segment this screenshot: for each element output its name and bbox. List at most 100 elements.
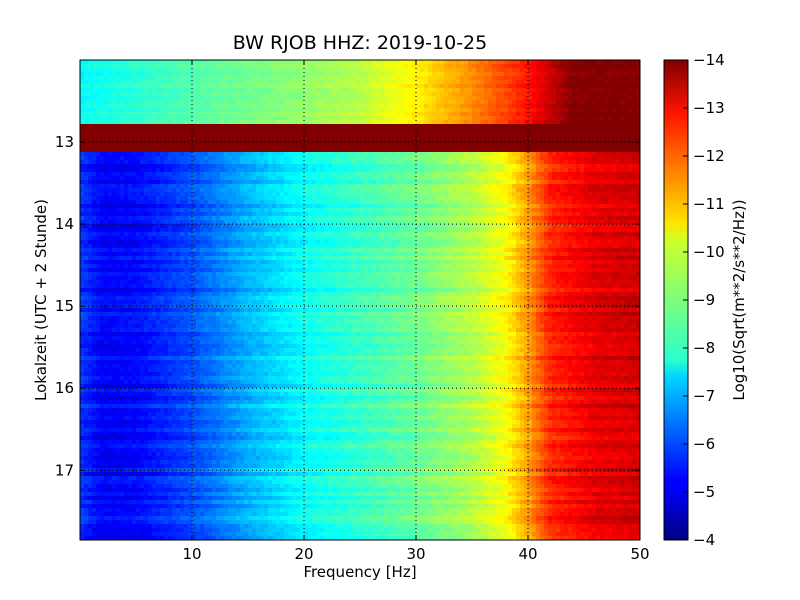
heatmap-cell bbox=[580, 132, 585, 137]
heatmap-cell bbox=[364, 192, 369, 197]
heatmap-cell bbox=[392, 80, 397, 85]
heatmap-cell bbox=[584, 88, 589, 93]
heatmap-cell bbox=[216, 76, 221, 81]
heatmap-cell bbox=[488, 188, 493, 193]
heatmap-cell bbox=[204, 64, 209, 69]
heatmap-cell bbox=[420, 168, 425, 173]
heatmap-cell bbox=[512, 140, 517, 145]
heatmap-cell bbox=[236, 148, 241, 153]
heatmap-cell bbox=[456, 116, 461, 121]
heatmap-cell bbox=[632, 124, 637, 129]
heatmap-cell bbox=[124, 80, 129, 85]
heatmap-cell bbox=[596, 140, 601, 145]
heatmap-cell bbox=[92, 144, 97, 149]
heatmap-cell bbox=[332, 144, 337, 149]
heatmap-cell bbox=[504, 172, 509, 177]
heatmap-cell bbox=[520, 152, 525, 157]
heatmap-cell bbox=[528, 128, 533, 133]
heatmap-cell bbox=[592, 76, 597, 81]
heatmap-cell bbox=[296, 172, 301, 177]
heatmap-cell bbox=[296, 180, 301, 185]
heatmap-cell bbox=[460, 88, 465, 93]
heatmap-cell bbox=[368, 160, 373, 165]
heatmap-cell bbox=[196, 108, 201, 113]
heatmap-cell bbox=[448, 192, 453, 197]
heatmap-cell bbox=[304, 68, 309, 73]
heatmap-cell bbox=[364, 80, 369, 85]
heatmap-cell bbox=[372, 60, 377, 65]
heatmap-cell bbox=[280, 168, 285, 173]
heatmap-cell bbox=[232, 192, 237, 197]
heatmap-cell bbox=[84, 68, 89, 73]
heatmap-cell bbox=[96, 188, 101, 193]
heatmap-cell bbox=[176, 80, 181, 85]
heatmap-cell bbox=[256, 100, 261, 105]
heatmap-cell bbox=[188, 132, 193, 137]
heatmap-cell bbox=[80, 172, 85, 177]
heatmap-cell bbox=[612, 180, 617, 185]
heatmap-cell bbox=[116, 64, 121, 69]
heatmap-cell bbox=[412, 136, 417, 141]
heatmap-cell bbox=[312, 88, 317, 93]
heatmap-cell bbox=[612, 152, 617, 157]
heatmap-cell bbox=[368, 120, 373, 125]
heatmap-cell bbox=[380, 76, 385, 81]
heatmap-cell bbox=[416, 112, 421, 117]
heatmap-cell bbox=[568, 84, 573, 89]
heatmap-cell bbox=[524, 108, 529, 113]
heatmap-cell bbox=[436, 148, 441, 153]
heatmap-cell bbox=[252, 112, 257, 117]
heatmap-cell bbox=[308, 92, 313, 97]
heatmap-cell bbox=[532, 152, 537, 157]
heatmap-cell bbox=[100, 72, 105, 77]
heatmap-cell bbox=[104, 92, 109, 97]
heatmap-cell bbox=[456, 188, 461, 193]
heatmap-cell bbox=[600, 160, 605, 165]
heatmap-cell bbox=[448, 152, 453, 157]
heatmap-cell bbox=[384, 104, 389, 109]
heatmap-cell bbox=[456, 148, 461, 153]
heatmap-cell bbox=[248, 140, 253, 145]
heatmap-cell bbox=[272, 180, 277, 185]
heatmap-cell bbox=[376, 180, 381, 185]
heatmap-cell bbox=[320, 72, 325, 77]
heatmap-cell bbox=[192, 80, 197, 85]
heatmap-cell bbox=[536, 144, 541, 149]
heatmap-cell bbox=[592, 196, 597, 201]
heatmap-cell bbox=[360, 148, 365, 153]
heatmap-cell bbox=[108, 84, 113, 89]
heatmap-cell bbox=[512, 176, 517, 181]
heatmap-cell bbox=[532, 60, 537, 65]
heatmap-cell bbox=[396, 120, 401, 125]
heatmap-cell bbox=[240, 108, 245, 113]
heatmap-cell bbox=[336, 168, 341, 173]
heatmap-cell bbox=[108, 108, 113, 113]
heatmap-cell bbox=[176, 96, 181, 101]
heatmap-cell bbox=[428, 68, 433, 73]
heatmap-cell bbox=[100, 196, 105, 201]
heatmap-cell bbox=[620, 132, 625, 137]
heatmap-cell bbox=[248, 68, 253, 73]
heatmap-cell bbox=[384, 72, 389, 77]
heatmap-cell bbox=[380, 156, 385, 161]
heatmap-cell bbox=[348, 120, 353, 125]
heatmap-cell bbox=[496, 152, 501, 157]
heatmap-cell bbox=[520, 140, 525, 145]
heatmap-cell bbox=[556, 60, 561, 65]
heatmap-cell bbox=[504, 168, 509, 173]
heatmap-cell bbox=[300, 112, 305, 117]
heatmap-cell bbox=[124, 152, 129, 157]
heatmap-cell bbox=[512, 72, 517, 77]
heatmap-cell bbox=[212, 200, 217, 205]
heatmap-cell bbox=[460, 140, 465, 145]
heatmap-cell bbox=[468, 124, 473, 129]
heatmap-cell bbox=[368, 112, 373, 117]
heatmap-cell bbox=[260, 68, 265, 73]
heatmap-cell bbox=[292, 116, 297, 121]
heatmap-cell bbox=[276, 88, 281, 93]
heatmap-cell bbox=[80, 76, 85, 81]
heatmap-cell bbox=[288, 168, 293, 173]
heatmap-cell bbox=[116, 176, 121, 181]
heatmap-cell bbox=[492, 108, 497, 113]
heatmap-cell bbox=[524, 176, 529, 181]
